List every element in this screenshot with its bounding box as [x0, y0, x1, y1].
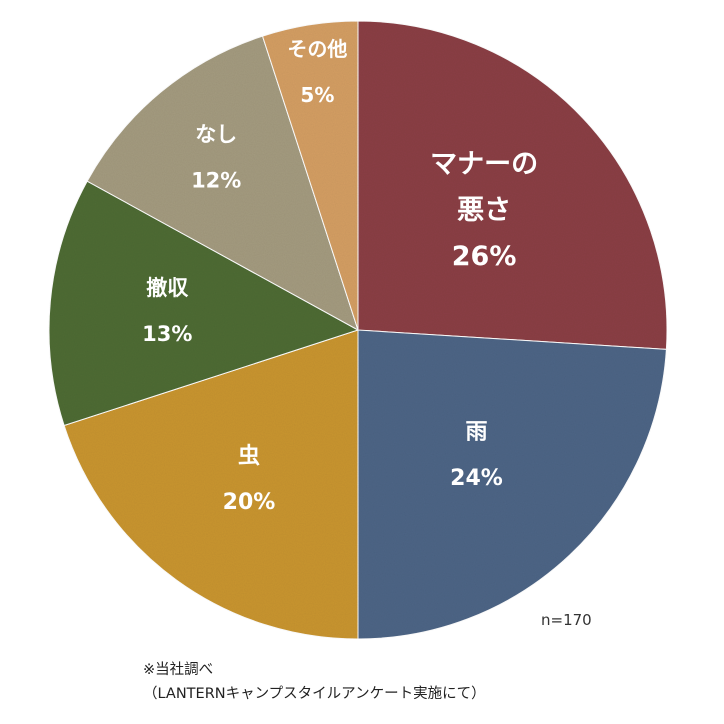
slice-percent-label-2: 20%	[223, 490, 276, 515]
slice-percent-label-0: 26%	[452, 241, 517, 272]
slice-name-label-3: 撤収	[146, 276, 189, 300]
slice-name-label-1: 雨	[465, 420, 487, 445]
slice-percent-label-4: 12%	[191, 169, 241, 193]
source-note-line2: （LANTERNキャンプスタイルアンケート実施にて）	[143, 686, 486, 702]
slice-name-label-4: なし	[195, 123, 237, 147]
slice-percent-label-5: 5%	[300, 83, 334, 107]
pie-slices	[48, 20, 668, 640]
sample-size: n=170	[541, 611, 592, 629]
pie-slice-3	[48, 180, 360, 427]
pie-slice-5	[261, 20, 359, 331]
pie-slice-1	[357, 329, 667, 640]
source-note-line1: ※当社調べ	[143, 662, 214, 678]
pie-slice-2	[63, 329, 359, 640]
slice-name-label-5: その他	[287, 37, 347, 61]
slice-name-label-2: 虫	[238, 443, 260, 469]
pie-slice-0	[357, 20, 668, 350]
pie-slice-4	[86, 35, 359, 332]
slice-name-label-0: マナーの	[430, 149, 538, 180]
slice-percent-label-1: 24%	[450, 466, 503, 491]
slice-name-label-0: 悪さ	[457, 195, 511, 226]
slice-percent-label-3: 13%	[142, 322, 192, 346]
source-note: ※当社調べ （LANTERNキャンプスタイルアンケート実施にて）	[143, 658, 486, 706]
